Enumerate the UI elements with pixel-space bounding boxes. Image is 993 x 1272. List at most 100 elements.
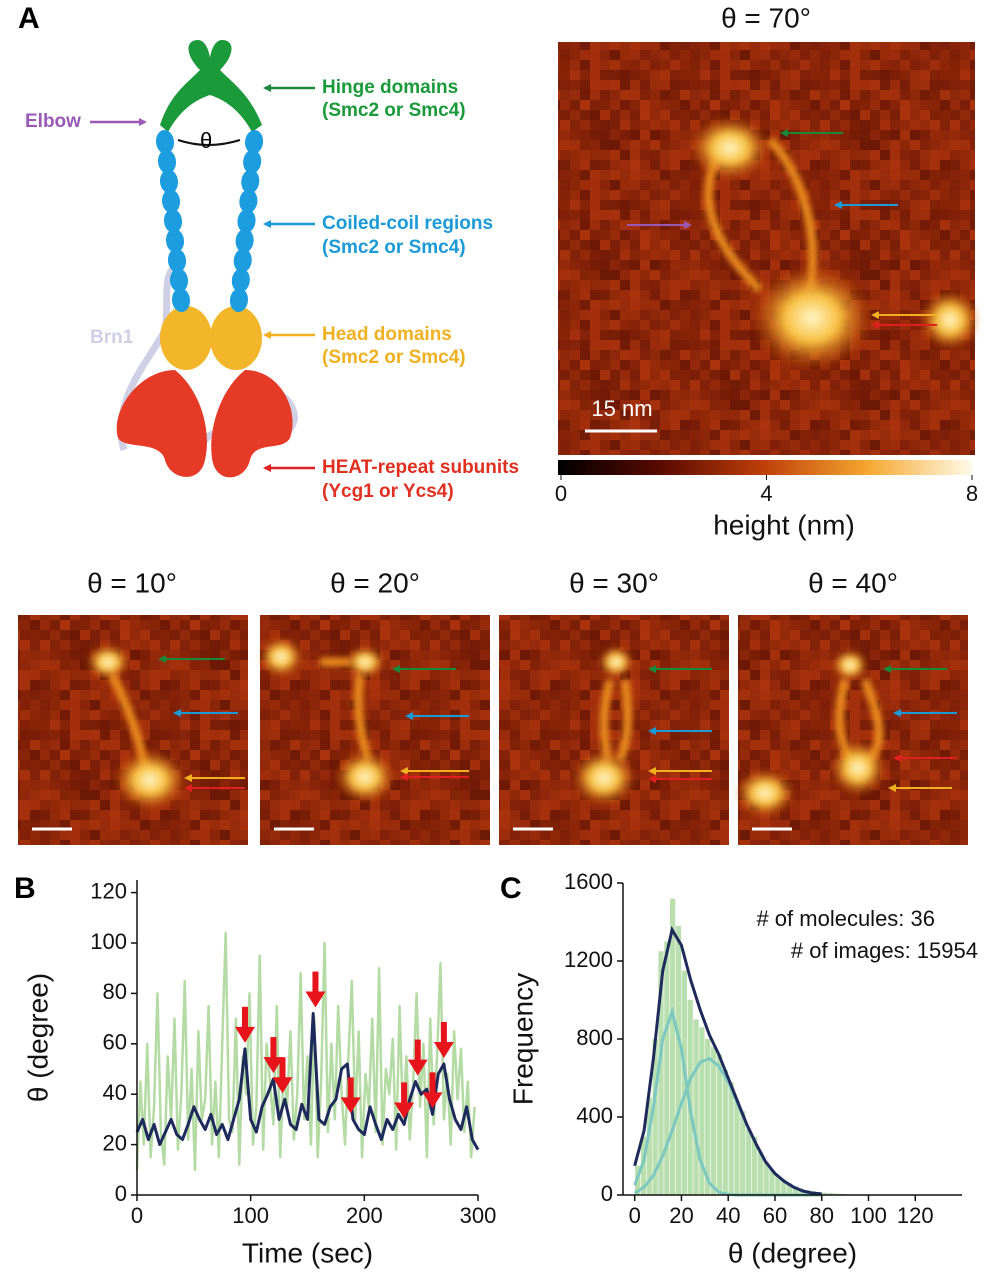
afm-blob: [114, 750, 186, 810]
event-arrow-stem: [347, 1077, 354, 1100]
x-axis-label: θ (degree): [728, 1237, 857, 1268]
histogram-bar: [710, 1046, 717, 1195]
histogram-bar: [734, 1101, 740, 1195]
event-arrow-stem: [312, 971, 319, 994]
histogram-bar: [786, 1183, 793, 1195]
histogram-bar: [833, 1193, 839, 1195]
coiled-coil: [243, 149, 262, 174]
event-arrow-head: [407, 1059, 428, 1076]
colorbar-label: height (nm): [713, 509, 855, 540]
histogram-bar: [675, 925, 682, 1195]
event-arrow: [433, 1021, 454, 1058]
coiled-coil: [165, 228, 185, 253]
scale-bar-label: 15 nm: [591, 396, 652, 421]
event-arrow-head: [234, 1026, 255, 1043]
image-title: θ = 70°: [721, 2, 811, 33]
coiled-coil: [245, 129, 264, 154]
histogram-bar: [775, 1175, 781, 1195]
x-tick-label: 200: [346, 1203, 383, 1228]
afm-blob: [345, 646, 385, 678]
histogram-bar: [705, 1039, 711, 1195]
panel-label: C: [500, 872, 522, 905]
afm-strand: [615, 679, 633, 762]
y-tick-label: 0: [115, 1181, 127, 1206]
event-arrow-stem: [440, 1021, 447, 1044]
angle-label: θ: [200, 128, 212, 153]
event-arrow-stem: [279, 1057, 286, 1080]
y-tick-label: 400: [576, 1103, 613, 1128]
event-arrow-head: [272, 1077, 293, 1094]
colorbar: [558, 460, 972, 475]
event-arrow: [234, 1006, 255, 1043]
colorbar-tick-label: 8: [966, 481, 978, 506]
x-tick-label: 100: [850, 1203, 887, 1228]
y-tick-label: 40: [103, 1080, 127, 1105]
coiled-coil: [159, 169, 179, 194]
event-arrow-head: [263, 1057, 284, 1074]
event-arrow: [422, 1072, 443, 1109]
event-arrow: [305, 971, 326, 1008]
coiled-coil: [233, 248, 252, 273]
histogram-bar: [699, 1027, 705, 1195]
domain-label: (Smc2 or Smc4): [322, 237, 466, 258]
histogram-bar: [728, 1081, 734, 1195]
y-tick-label: 0: [601, 1181, 613, 1206]
y-tick-label: 100: [90, 929, 127, 954]
afm-blob: [598, 646, 634, 678]
y-tick-label: 800: [576, 1025, 613, 1050]
angle-arc: [177, 139, 241, 146]
heat-subunit: [116, 370, 207, 477]
hinge-domain: [160, 40, 262, 132]
histogram-bar: [757, 1152, 763, 1195]
domain-label: Head domains: [322, 324, 452, 345]
afm-blob: [832, 649, 868, 681]
panel-label: B: [14, 872, 36, 905]
data-line: [135, 931, 476, 1172]
annotation: # of images: 15954: [791, 938, 978, 963]
head-domain: [210, 306, 262, 370]
y-tick-label: 60: [103, 1030, 127, 1055]
x-tick-label: 0: [131, 1203, 143, 1228]
coiled-coil: [241, 169, 260, 194]
afm-molecule: [259, 637, 395, 803]
event-arrow-stem: [429, 1072, 436, 1095]
afm-blob: [86, 644, 130, 680]
coiled-coil: [239, 189, 258, 214]
event-arrow-head: [340, 1097, 361, 1114]
brn1-label: Brn1: [90, 327, 134, 348]
domain-label: (Smc2 or Smc4): [322, 347, 466, 368]
event-arrow-head: [433, 1041, 454, 1058]
afm-molecule: [86, 644, 186, 810]
y-tick-label: 120: [90, 878, 127, 903]
event-arrow-stem: [401, 1082, 408, 1105]
histogram-bar: [827, 1193, 834, 1195]
event-arrow-stem: [241, 1006, 248, 1029]
afm-blob: [259, 637, 303, 677]
afm-blob: [572, 750, 636, 806]
y-tick-label: 80: [103, 979, 127, 1004]
x-axis-label: Time (sec): [242, 1237, 373, 1268]
histogram-bar: [740, 1111, 746, 1195]
histogram-bar: [746, 1128, 752, 1195]
y-axis-label: Frequency: [507, 973, 538, 1105]
histogram-bar: [664, 941, 670, 1195]
event-arrow-head: [305, 991, 326, 1008]
x-tick-label: 300: [460, 1203, 497, 1228]
annotation: # of molecules: 36: [756, 906, 935, 931]
coiled-coil: [163, 209, 183, 233]
afm-molecule: [572, 646, 636, 806]
afm-blob: [752, 266, 872, 370]
afm-blob: [830, 740, 886, 796]
histogram-bar: [781, 1179, 787, 1195]
y-axis-label: θ (degree): [22, 973, 53, 1102]
event-arrow: [272, 1057, 293, 1094]
histogram-bar: [769, 1169, 775, 1195]
coiled-coil: [231, 268, 250, 293]
coiled-coil: [167, 248, 187, 273]
y-tick-label: 1600: [564, 869, 613, 894]
elbow-label: Elbow: [25, 111, 81, 132]
histogram-bar: [716, 1054, 723, 1195]
event-arrow-stem: [414, 1039, 421, 1062]
condensin-schematic: [116, 40, 298, 478]
